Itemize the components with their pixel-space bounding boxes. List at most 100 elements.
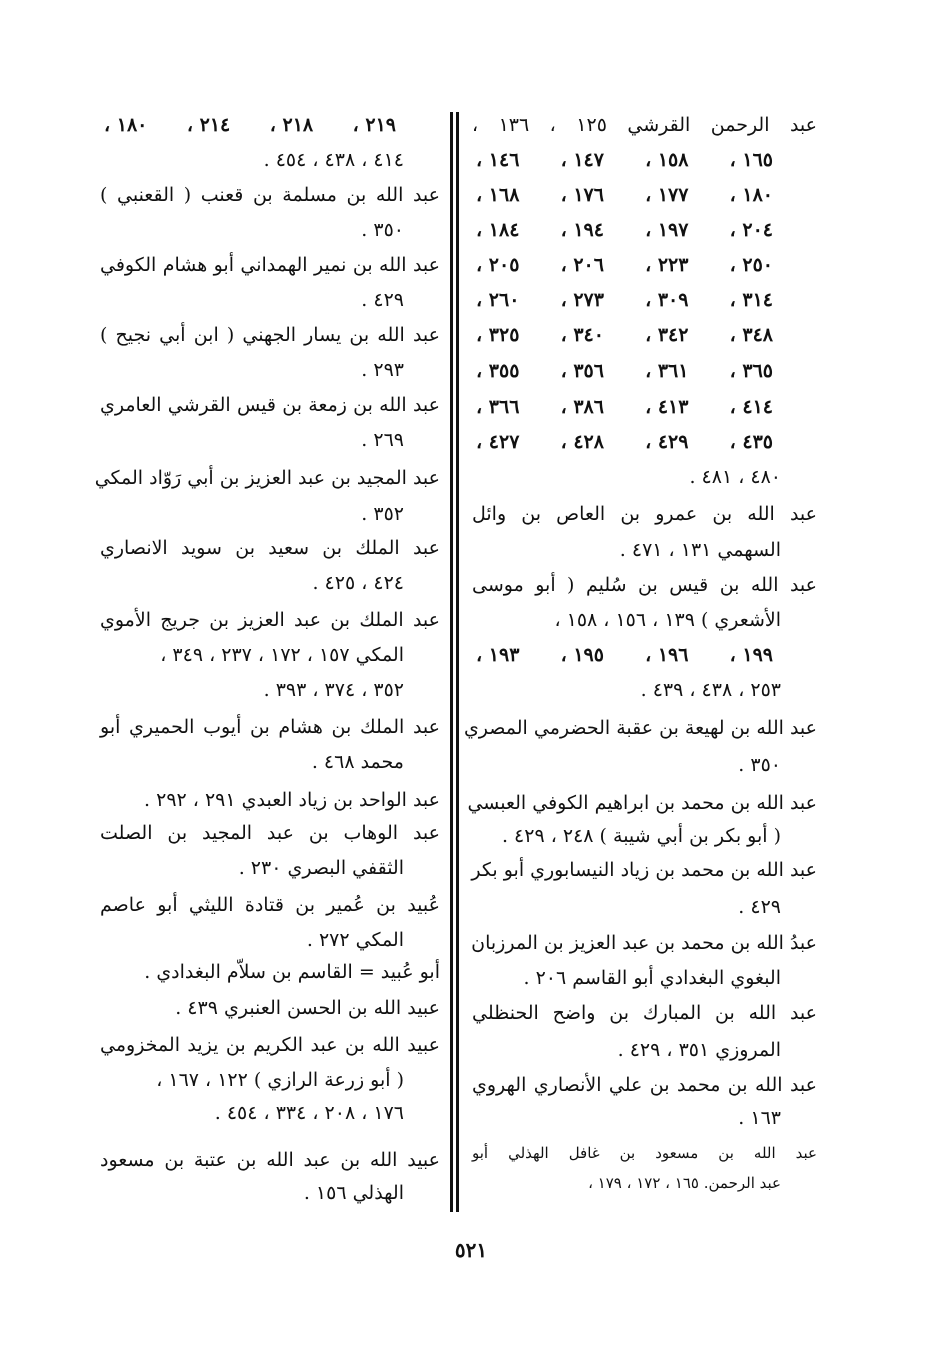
page-reference: ٤٢٨ ، — [560, 431, 604, 453]
index-entry-line: عبد الله بن المبارك بن واضح الحنظلي — [472, 1002, 817, 1024]
index-entry-line: المروزي ٣٥١ ، ٤٢٩ . — [617, 1039, 781, 1061]
page-reference: ١٤٦ ، — [476, 149, 520, 171]
index-entry-line: ٤٢٩ . — [361, 289, 404, 311]
index-entry-line: ٤٨٠ ، ٤٨١ . — [689, 466, 781, 488]
page-reference: ٣٢٥ ، — [476, 324, 520, 346]
index-entry-line: ٣٥٠ . — [361, 219, 404, 241]
page-reference: ٣٥٥ ، — [476, 360, 520, 382]
index-entry-line: عبد الله بن يسار الجهني ( ابن أبي نجيح ) — [100, 324, 440, 346]
index-entry-line: عبد الملك بن عبد العزيز بن جريج الأموي — [100, 609, 440, 631]
page-reference: ١٤٧ ، — [560, 149, 604, 171]
page-reference: ٣٤٠ ، — [560, 324, 604, 346]
index-entry-line: محمد ٤٦٨ . — [311, 751, 404, 773]
index-entry-line: عبد الله بن قيس بن سُليم ( أبو موسى — [472, 574, 817, 596]
index-entry-line: ٤١٤ ، ٤٣٨ ، ٤٥٤ . — [263, 149, 404, 171]
page-reference: ٣٦٦ ، — [476, 396, 520, 418]
page-reference: ١٨٠ ، — [104, 114, 148, 136]
index-entry-line: عبد الوهاب بن عبد المجيد بن الصلت — [100, 822, 440, 844]
page-reference: ٤١٣ ، — [645, 396, 689, 418]
index-entry-line: ٢٦٩ . — [361, 429, 404, 451]
index-entry-line: عبدُ الله بن محمد بن عبد العزيز بن المرز… — [471, 932, 817, 954]
index-entry-line: أبو عُبيد = القاسم بن سلاّم البغدادي . — [144, 961, 440, 983]
right-column: عبد الرحمن القرشي ١٢٥ ، ١٣٦ ، ١٤٦ ، ١٤٧ ، ١… — [464, 0, 817, 1230]
index-entry-line: عبد الواحد بن زياد العبدي ٢٩١ ، ٢٩٢ . — [144, 789, 440, 811]
page-number-row: ٣٢٥ ، ٣٤٠ ، ٣٤٢ ، ٣٤٨ ، — [476, 320, 773, 350]
page-number-row: ٢٠٥ ، ٢٠٦ ، ٢٢٣ ، ٢٥٠ ، — [476, 250, 773, 280]
page-number-row: ٣٥٥ ، ٣٥٦ ، ٣٦١ ، ٣٦٥ ، — [476, 356, 773, 386]
page-reference: ٣٠٩ ، — [645, 289, 689, 311]
page-number-row: ١٤٦ ، ١٤٧ ، ١٥٨ ، ١٦٥ ، — [476, 145, 773, 175]
index-entry-line: ١٦٣ . — [738, 1107, 781, 1129]
left-column: ١٨٠ ، ٢١٤ ، ٢١٨ ، ٢١٩ ، ٤١٤ ، ٤٣٨ ، ٤٥٤ . عبد… — [94, 0, 440, 1230]
index-entry-line: عبد المجيد بن عبد العزيز بن أبي رَوّاد ا… — [94, 467, 440, 489]
page-reference: ١٥٨ ، — [645, 149, 689, 171]
index-entry-line: عبيد الله بن الحسن العنبري ٤٣٩ . — [175, 997, 440, 1019]
index-entry-line: ٣٥٢ ، ٣٧٤ ، ٣٩٣ . — [263, 679, 404, 701]
index-entry-line: عُبيد بن عُمير بن قتادة الليثي أبو عاصم — [100, 894, 440, 916]
index-entry-line: عبد الله بن محمد بن ابراهيم الكوفي العبس… — [467, 792, 817, 814]
page-reference: ١٩٩ ، — [729, 644, 773, 666]
page-reference: ٢٢٣ ، — [645, 254, 689, 276]
index-entry-line: عبد الله بن مسلمة بن قعنب ( القعنبي ) — [100, 184, 440, 206]
index-entry-line: عبد الله بن محمد بن علي الأنصاري الهروي — [472, 1074, 817, 1096]
page-reference: ٤٢٧ ، — [476, 431, 520, 453]
index-entry-line: ٤٢٩ . — [738, 896, 781, 918]
index-entry-line: عبد الرحمن القرشي ١٢٥ ، ١٣٦ ، — [472, 114, 817, 136]
page-reference: ١٩٥ ، — [560, 644, 604, 666]
page-reference: ١٦٨ ، — [476, 184, 520, 206]
index-entry-line: عبد الملك بن سعيد بن سويد الانصاري — [100, 537, 440, 559]
page-number-row: ١٨٠ ، ٢١٤ ، ٢١٨ ، ٢١٩ ، — [104, 110, 396, 140]
page-reference: ٣٤٢ ، — [645, 324, 689, 346]
index-entry-line: الأشعري ) ١٣٩ ، ١٥٦ ، ١٥٨ ، — [554, 609, 781, 631]
page-reference: ٣٥٦ ، — [560, 360, 604, 382]
index-entry-line: البغوي البغدادي أبو القاسم ٢٠٦ . — [523, 967, 782, 989]
page-reference: ١٧٧ ، — [645, 184, 689, 206]
index-entry-line: ٣٥٠ . — [738, 754, 781, 776]
index-entry-line: ١٧٦ ، ٢٠٨ ، ٣٣٤ ، ٤٥٤ . — [214, 1102, 404, 1124]
page-reference: ١٩٣ ، — [476, 644, 520, 666]
page-reference: ١٨٠ ، — [729, 184, 773, 206]
page-reference: ٢٦٠ ، — [476, 289, 520, 311]
page-reference: ٢٠٤ ، — [729, 219, 773, 241]
page-number-row: ١٦٨ ، ١٧٦ ، ١٧٧ ، ١٨٠ ، — [476, 180, 773, 210]
index-entry-line: الهذلي ١٥٦ . — [303, 1182, 404, 1204]
page-reference: ٢١٤ ، — [186, 114, 231, 136]
page-number-row: ١٩٣ ، ١٩٥ ، ١٩٦ ، ١٩٩ ، — [476, 640, 773, 670]
index-entry-line: عبد الرحمن. ١٦٥ ، ١٧٢ ، ١٧٩ ، — [588, 1174, 781, 1192]
index-entry-line: عبد الله بن زمعة بن قيس القرشي العامري — [100, 394, 440, 416]
page-number-row: ٤٢٧ ، ٤٢٨ ، ٤٢٩ ، ٤٣٥ ، — [476, 427, 773, 457]
page-number-row: ١٨٤ ، ١٩٤ ، ١٩٧ ، ٢٠٤ ، — [476, 215, 773, 245]
page-reference: ٢١٩ ، — [352, 114, 396, 136]
page-reference: ٣٨٦ ، — [560, 396, 604, 418]
page-reference: ٣١٤ ، — [729, 289, 773, 311]
page-reference: ٢٧٣ ، — [560, 289, 604, 311]
page-number-row: ٣٦٦ ، ٣٨٦ ، ٤١٣ ، ٤١٤ ، — [476, 392, 773, 422]
index-entry-line: المكي ١٥٧ ، ١٧٢ ، ٢٣٧ ، ٣٤٩ ، — [160, 644, 404, 666]
page-reference: ١٩٤ ، — [560, 219, 604, 241]
page-number: ٥٢١ — [454, 1238, 488, 1262]
page-reference: ٤٣٥ ، — [729, 431, 773, 453]
index-entry-line: عبد الله بن نمير الهمداني أبو هشام الكوف… — [100, 254, 440, 276]
page-number-row: ٢٦٠ ، ٢٧٣ ، ٣٠٩ ، ٣١٤ ، — [476, 285, 773, 315]
page-reference: ١٧٦ ، — [560, 184, 604, 206]
page-reference: ٣٦١ ، — [645, 360, 689, 382]
index-entry-line: عبيد الله بن عبد الله بن عتبة بن مسعود — [100, 1149, 440, 1171]
index-entry-line: المكي ٢٧٢ . — [306, 929, 404, 951]
page-reference: ٢٥٠ ، — [729, 254, 773, 276]
index-entry-line: ٢٩٣ . — [361, 359, 404, 381]
page-reference: ٤١٤ ، — [729, 396, 773, 418]
page-reference: ١٨٤ ، — [476, 219, 520, 241]
index-entry-line: عبد الملك بن هشام بن أيوب الحميري أبو — [100, 716, 440, 738]
index-entry-line: ( أبو بكر بن أبي شيبة ) ٢٤٨ ، ٤٢٩ . — [501, 825, 781, 847]
index-entry-line: السهمي ١٣١ ، ٤٧١ . — [619, 539, 781, 561]
index-entry-line: عبد الله بن عمرو بن العاص بن وائل — [472, 503, 817, 525]
page-reference: ٣٦٥ ، — [729, 360, 773, 382]
index-entry-line: ٤٢٤ ، ٤٢٥ . — [312, 572, 404, 594]
page-reference: ٢٠٦ ، — [560, 254, 604, 276]
page-reference: ١٦٥ ، — [729, 149, 773, 171]
page-reference: ٢١٨ ، — [269, 114, 314, 136]
index-entry-line: عبيد الله بن عبد الكريم بن يزيد المخزومي — [100, 1034, 440, 1056]
index-entry-line: ( أبو زرعة الرازي ) ١٢٢ ، ١٦٧ ، — [156, 1069, 404, 1091]
page-reference: ١٩٧ ، — [645, 219, 689, 241]
index-entry-line: ٣٥٢ . — [361, 503, 404, 525]
